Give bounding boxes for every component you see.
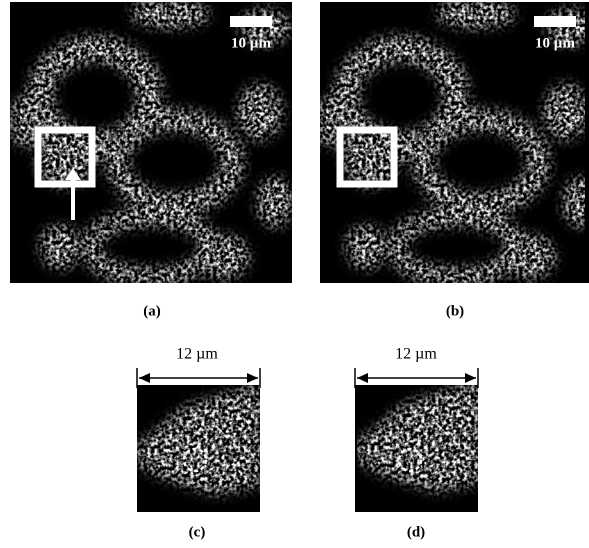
zoom-c xyxy=(137,385,260,512)
micrograph-a: 10 µm xyxy=(10,2,292,283)
micrograph-b: 10 µm xyxy=(316,2,589,283)
dimension-label: 12 µm xyxy=(395,346,437,363)
panel-label: (a) xyxy=(143,303,161,319)
page: {"panels": [ {"label": "(a)", "scale_lab… xyxy=(0,0,589,548)
panel-label: (c) xyxy=(189,524,206,540)
dimension-label: 12 µm xyxy=(176,346,218,363)
panel-label: (b) xyxy=(446,303,464,319)
zoom-d xyxy=(355,382,480,512)
panel-label: (d) xyxy=(407,524,425,540)
scale-label: 10 µm xyxy=(535,35,575,51)
figure: 10 µm (a) 10 µm (b) 12 µm (c) 12 µm (d) xyxy=(0,0,589,548)
scale-label: 10 µm xyxy=(231,35,271,51)
